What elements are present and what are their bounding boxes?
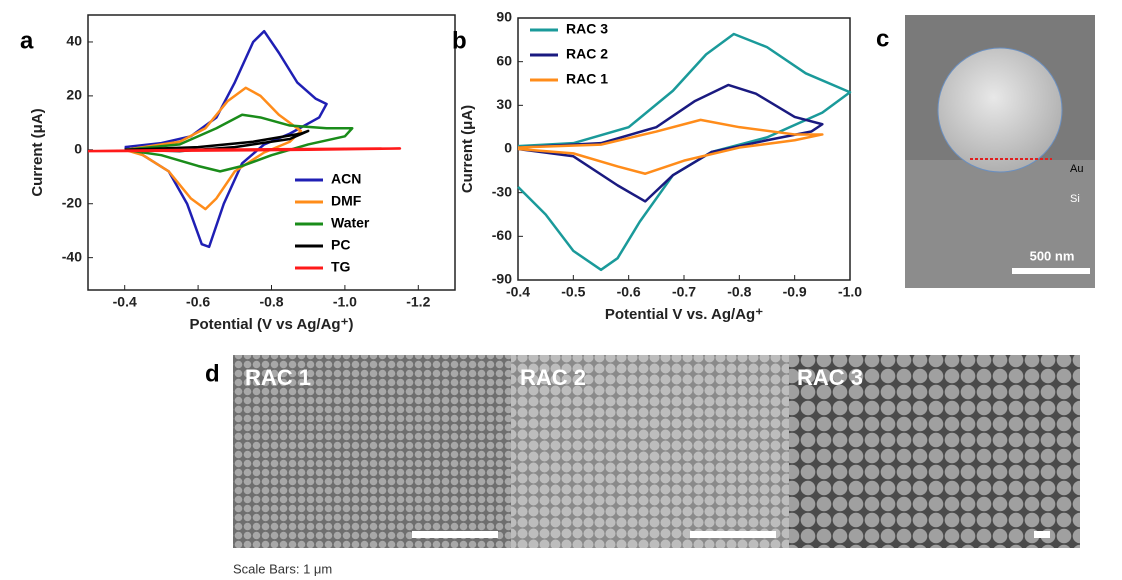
sem-panel-c: Au Si 500 nm c bbox=[876, 15, 1095, 288]
x-tick-label: -0.8 bbox=[727, 284, 751, 300]
y-axis-label: Current (μA) bbox=[29, 108, 46, 196]
scale-bar bbox=[1012, 268, 1090, 274]
cv-curve bbox=[87, 147, 402, 153]
x-tick-label: -0.9 bbox=[783, 284, 807, 300]
substrate bbox=[905, 160, 1095, 288]
sem-label: RAC 3 bbox=[797, 365, 863, 390]
panel-letter: c bbox=[876, 25, 889, 52]
x-tick-label: -0.6 bbox=[617, 284, 641, 300]
caption: Scale Bars: 1 μm bbox=[233, 561, 332, 576]
panel-letter: a bbox=[20, 27, 34, 54]
sem-panel-d: RAC 1 RAC 2 RAC 3 Scale Bars: 1 μm d bbox=[205, 355, 1080, 576]
label-si: Si bbox=[1070, 193, 1080, 205]
legend-label: PC bbox=[331, 237, 350, 253]
y-tick-label: -30 bbox=[492, 183, 512, 199]
legend-label: ACN bbox=[331, 171, 361, 187]
legend-label: DMF bbox=[331, 193, 362, 209]
y-axis-label: Current (μA) bbox=[459, 105, 476, 193]
panel-letter: d bbox=[205, 360, 220, 387]
x-tick-label: -0.8 bbox=[259, 294, 283, 310]
x-tick-label: -0.5 bbox=[561, 284, 585, 300]
sem-image bbox=[511, 355, 789, 548]
label-au: Au bbox=[1070, 163, 1083, 175]
sem-label: RAC 1 bbox=[245, 365, 311, 390]
legend-label: Water bbox=[331, 215, 370, 231]
sphere bbox=[937, 47, 1063, 173]
cv-curve bbox=[517, 118, 824, 175]
y-tick-label: -60 bbox=[492, 227, 512, 243]
scale-bar bbox=[690, 531, 776, 538]
scale-label: 500 nm bbox=[1030, 248, 1075, 263]
cv-curve bbox=[517, 32, 852, 272]
x-tick-label: -0.6 bbox=[186, 294, 210, 310]
panel-letter: b bbox=[452, 27, 467, 54]
y-tick-label: 20 bbox=[66, 87, 82, 103]
legend-label: RAC 1 bbox=[566, 71, 608, 87]
scale-bar bbox=[412, 531, 498, 538]
x-tick-label: -0.7 bbox=[672, 284, 696, 300]
y-tick-label: 0 bbox=[74, 141, 82, 157]
y-tick-label: 0 bbox=[504, 140, 512, 156]
y-tick-label: -40 bbox=[62, 248, 82, 264]
x-axis-label: Potential V vs. Ag/Ag⁺ bbox=[605, 306, 763, 323]
x-tick-label: -1.0 bbox=[838, 284, 862, 300]
y-tick-label: -90 bbox=[492, 271, 512, 287]
x-axis-label: Potential (V vs Ag/Ag⁺) bbox=[189, 316, 353, 333]
cv-curve bbox=[124, 86, 303, 211]
sem-image bbox=[789, 355, 1080, 548]
y-tick-label: 60 bbox=[496, 52, 512, 68]
cv-curve bbox=[517, 83, 824, 203]
y-tick-label: -20 bbox=[62, 194, 82, 210]
x-tick-label: -0.4 bbox=[506, 284, 530, 300]
legend-label: TG bbox=[331, 259, 351, 275]
cv-curve bbox=[124, 113, 354, 173]
y-tick-label: 30 bbox=[496, 96, 512, 112]
x-tick-label: -1.2 bbox=[406, 294, 430, 310]
sem-image bbox=[233, 355, 511, 548]
cv-curve bbox=[124, 29, 328, 249]
legend-label: RAC 2 bbox=[566, 46, 608, 62]
y-tick-label: 90 bbox=[496, 9, 512, 25]
x-tick-label: -0.4 bbox=[113, 294, 137, 310]
y-tick-label: 40 bbox=[66, 33, 82, 49]
x-tick-label: -1.0 bbox=[333, 294, 357, 310]
legend-label: RAC 3 bbox=[566, 21, 608, 37]
sem-label: RAC 2 bbox=[520, 365, 586, 390]
scale-bar bbox=[1034, 531, 1050, 538]
